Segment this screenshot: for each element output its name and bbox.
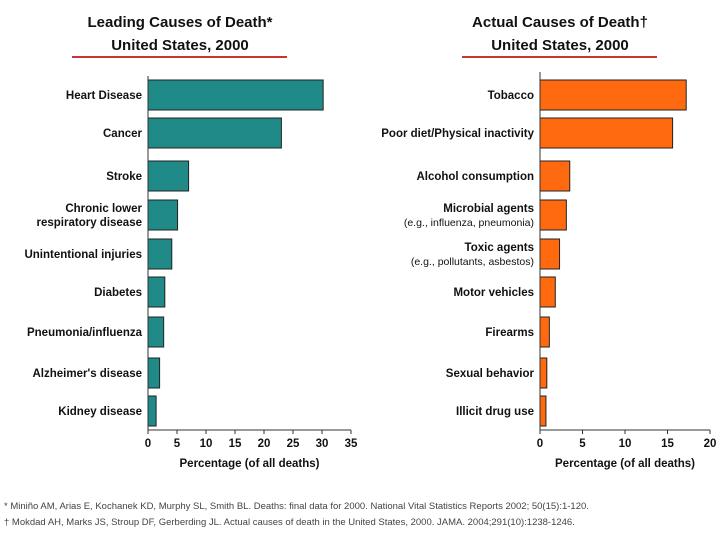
- actual-x-axis-label: Percentage (of all deaths): [555, 458, 695, 470]
- leading-bar: [147, 79, 324, 111]
- actual-bar: [539, 357, 548, 389]
- actual-bar: [539, 238, 561, 270]
- leading-category-label: Diabetes: [94, 287, 142, 299]
- actual-category-label: Poor diet/Physical inactivity: [381, 128, 534, 140]
- leading-category-label: Chronic lower: [65, 203, 142, 215]
- actual-bar: [539, 316, 550, 348]
- actual-bar: [539, 395, 547, 427]
- leading-x-tick-label: 0: [145, 438, 151, 450]
- leading-x-tick-label: 35: [345, 438, 358, 450]
- actual-bar: [539, 276, 556, 308]
- leading-category-label: Alzheimer's disease: [33, 368, 143, 380]
- actual-x-tick-label: 15: [661, 438, 674, 450]
- footnote-leading-causes: * Miniño AM, Arias E, Kochanek KD, Murph…: [4, 501, 589, 512]
- leading-chart-subtitle: United States, 2000: [111, 37, 249, 54]
- leading-category-label: Unintentional injuries: [24, 249, 142, 261]
- actual-category-label: Firearms: [485, 327, 534, 339]
- leading-bar: [147, 199, 179, 231]
- actual-x-tick-label: 5: [579, 438, 586, 450]
- actual-x-tick-label: 10: [619, 438, 632, 450]
- actual-chart-subtitle: United States, 2000: [491, 37, 629, 54]
- leading-x-tick-label: 20: [258, 438, 271, 450]
- leading-bar: [147, 276, 166, 308]
- actual-bar: [539, 117, 674, 149]
- leading-category-label: Heart Disease: [66, 90, 142, 102]
- actual-bar: [539, 79, 687, 111]
- leading-category-label: Kidney disease: [58, 406, 142, 418]
- actual-category-label: (e.g., influenza, pneumonia): [404, 217, 534, 229]
- actual-category-label: Sexual behavior: [446, 368, 535, 380]
- actual-chart-title: Actual Causes of Death†: [472, 14, 648, 31]
- footnotes: * Miniño AM, Arias E, Kochanek KD, Murph…: [4, 499, 716, 531]
- leading-bar: [147, 160, 190, 192]
- actual-category-label: (e.g., pollutants, asbestos): [411, 256, 534, 268]
- actual-category-label: Toxic agents: [465, 242, 534, 254]
- actual-x-tick-label: 0: [537, 438, 543, 450]
- leading-bar: [147, 316, 165, 348]
- leading-x-tick-label: 15: [229, 438, 242, 450]
- leading-bar: [147, 238, 173, 270]
- actual-category-label: Tobacco: [488, 90, 534, 102]
- leading-category-label: respiratory disease: [37, 217, 142, 229]
- actual-bar: [539, 199, 567, 231]
- leading-chart-title: Leading Causes of Death*: [87, 14, 272, 31]
- leading-x-tick-label: 10: [200, 438, 213, 450]
- actual-bar: [539, 160, 571, 192]
- actual-category-label: Illicit drug use: [456, 406, 534, 418]
- leading-x-tick-label: 5: [174, 438, 181, 450]
- footnote-actual-causes: † Mokdad AH, Marks JS, Stroup DF, Gerber…: [4, 517, 575, 528]
- leading-bar: [147, 395, 157, 427]
- leading-category-label: Stroke: [106, 171, 142, 183]
- actual-x-tick-label: 20: [704, 438, 717, 450]
- leading-x-axis-label: Percentage (of all deaths): [180, 458, 320, 470]
- actual-category-label: Motor vehicles: [453, 287, 534, 299]
- leading-category-label: Cancer: [103, 128, 143, 140]
- leading-x-tick-label: 25: [287, 438, 300, 450]
- leading-bar: [147, 117, 282, 149]
- actual-category-label: Microbial agents: [443, 203, 534, 215]
- leading-category-label: Pneumonia/influenza: [27, 327, 143, 339]
- actual-category-label: Alcohol consumption: [416, 171, 534, 183]
- leading-bar: [147, 357, 161, 389]
- leading-x-tick-label: 30: [316, 438, 329, 450]
